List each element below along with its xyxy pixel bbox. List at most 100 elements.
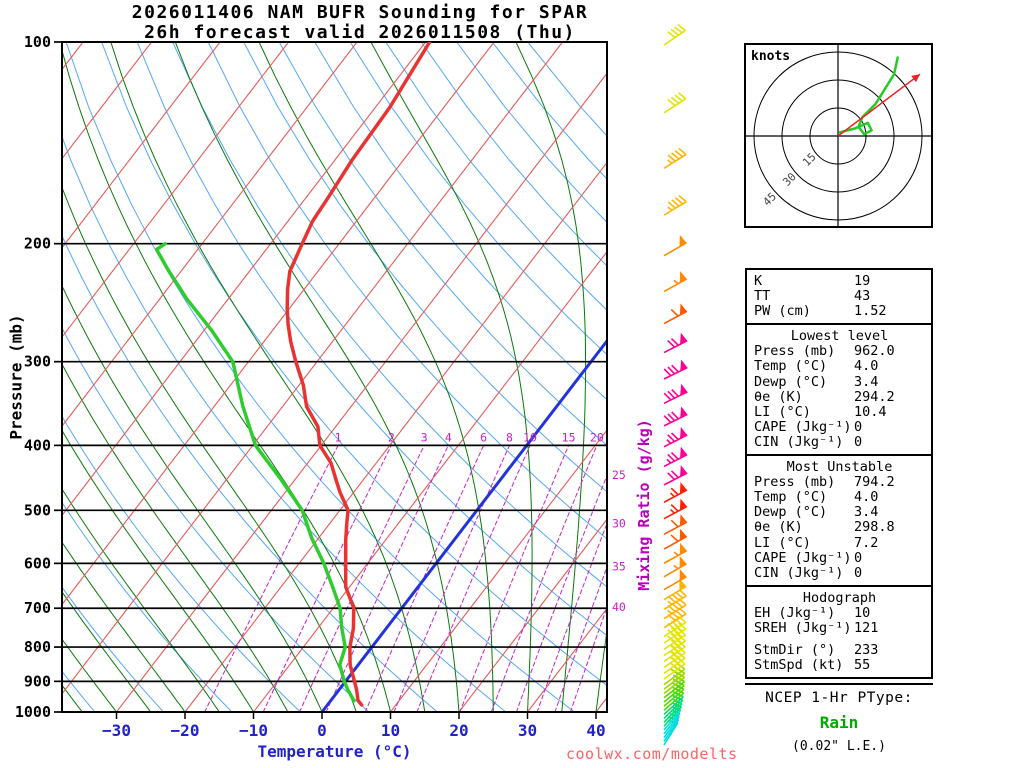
svg-text:900: 900 [24,672,51,690]
panel-row-label: LI (°C) [754,403,811,420]
panel-row-label: SREH (Jkg⁻¹) [754,619,852,636]
panel-row-value: 233 [854,642,879,659]
svg-text:4: 4 [445,430,452,444]
ptype-amount: (0.02" L.E.) [792,739,886,754]
panel-row: CAPE (Jkg⁻¹) 0 [754,418,925,435]
panel-row: StmDir (°) 233 [754,642,925,659]
panel-row-value: 55 [854,657,871,674]
svg-text:500: 500 [24,501,51,519]
panel-row-value: 794.2 [854,474,895,491]
svg-text:1000: 1000 [15,703,51,721]
svg-text:10: 10 [523,430,537,444]
panel-row-label: EH (Jkg⁻¹) [754,604,836,621]
panel-row-value: 10 [854,604,871,621]
panel-section: K 19 TT 43 PW (cm) 1.52 [747,270,931,323]
svg-text:10: 10 [381,721,400,740]
panel-row: LI (°C) 7.2 [754,534,925,551]
watermark-text: coolwx.com/modelts [566,745,738,763]
ptype-header: NCEP 1-Hr PType: [765,690,913,706]
panel-row: EH (Jkg⁻¹) 10 [754,604,925,621]
svg-text:700: 700 [24,599,51,617]
isotherms [62,42,607,712]
wind-barb-column [663,24,688,746]
svg-text:2: 2 [388,430,395,444]
panel-row-value: 4.0 [854,489,879,506]
svg-text:−30: −30 [102,721,131,740]
panel-row-value: 0 [854,433,863,450]
panel-section-title: Most Unstable [786,459,893,476]
panel-row-label: Press (mb) [754,474,836,491]
panel-section-title: Lowest level [790,328,889,345]
panel-row: K 19 [754,273,925,289]
svg-text:400: 400 [24,436,51,454]
panel-row-value: 294.2 [854,388,895,405]
svg-text:300: 300 [24,353,51,371]
ptype-value: Rain [819,713,859,732]
pressure-axis-label: Pressure (mb) [6,314,26,440]
svg-text:40: 40 [586,721,605,740]
svg-text:8: 8 [506,430,513,444]
chart-title-line1: 2026011406 NAM BUFR Sounding for SPAR [131,2,589,23]
dewpoint-curve [154,241,356,703]
temperature-curve [285,42,432,707]
svg-text:30: 30 [612,516,626,530]
panel-row: CIN (Jkg⁻¹) 0 [754,433,925,450]
indices-panel: K 19 TT 43 PW (cm) 1.52 Lowest level Press (mb)… [745,268,933,680]
svg-text:15: 15 [562,430,576,444]
panel-row: Dewp (°C) 3.4 [754,373,925,390]
sounding-curves [154,42,432,707]
panel-row-label: CIN (Jkg⁻¹) [754,564,844,581]
temperature-tick-labels: −30 −20 −10 0 10 20 30 40 [102,712,606,740]
panel-row-value: 43 [854,288,871,305]
svg-text:30: 30 [518,721,537,740]
svg-text:800: 800 [24,638,51,656]
moist-adiabats [62,42,607,712]
panel-row-value: 1.52 [854,303,887,320]
svg-text:6: 6 [480,430,487,444]
panel-row-label: K [754,273,763,289]
panel-row: θe (K) 298.8 [754,520,925,535]
svg-text:100: 100 [24,33,51,51]
svg-text:20: 20 [449,721,468,740]
temperature-axis-label: Temperature (°C) [257,742,412,761]
panel-row-value: 121 [854,619,879,636]
panel-row-label: CAPE (Jkg⁻¹) [754,549,852,566]
panel-row-label: TT [754,288,771,305]
panel-section: Hodograph EH (Jkg⁻¹) 10 SREH (Jkg⁻¹) 121 StmD… [747,584,931,677]
panel-row-label: Dewp (°C) [754,373,828,390]
pressure-gridlines [54,41,607,713]
panel-row: Temp (°C) 4.0 [754,359,925,374]
panel-row-value: 298.8 [854,519,895,536]
panel-row-label: CIN (Jkg⁻¹) [754,433,844,450]
panel-row-label: Dewp (°C) [754,504,828,521]
panel-row-label: Press (mb) [754,343,836,360]
svg-text:25: 25 [612,468,626,482]
panel-row: Dewp (°C) 3.4 [754,505,925,520]
chart-title-line2: 26h forecast valid 2026011508 (Thu) [144,22,576,43]
ptype-divider [745,683,933,685]
panel-row-value: 0 [854,549,863,566]
panel-row-value: 3.4 [854,504,879,521]
svg-text:−10: −10 [239,721,268,740]
panel-row-value: 4.0 [854,358,879,375]
panel-row-label: StmSpd (kt) [754,657,844,674]
panel-row-value: 3.4 [854,373,879,390]
panel-row: Press (mb) 962.0 [754,344,925,359]
hodograph-units-label: knots [751,49,791,64]
mixing-ratio-value-labels: 1 2 3 4 6 8 10 15 20 25 30 35 40 [335,430,626,614]
panel-row-label: LI (°C) [754,534,811,551]
panel-row: CAPE (Jkg⁻¹) 0 [754,549,925,566]
hodograph-trace [838,56,899,136]
panel-row-value: 0 [854,564,863,581]
panel-row-label: Temp (°C) [754,358,828,375]
svg-text:200: 200 [24,235,51,253]
panel-row-value: 7.2 [854,534,879,551]
mixing-ratio-lines [204,444,607,712]
panel-row-label: StmDir (°) [754,642,836,659]
panel-row-label: θe (K) [754,388,803,405]
panel-row-label: CAPE (Jkg⁻¹) [754,418,852,435]
panel-row-label: θe (K) [754,519,803,536]
panel-row-label: PW (cm) [754,303,811,320]
panel-row-value: 0 [854,418,863,435]
